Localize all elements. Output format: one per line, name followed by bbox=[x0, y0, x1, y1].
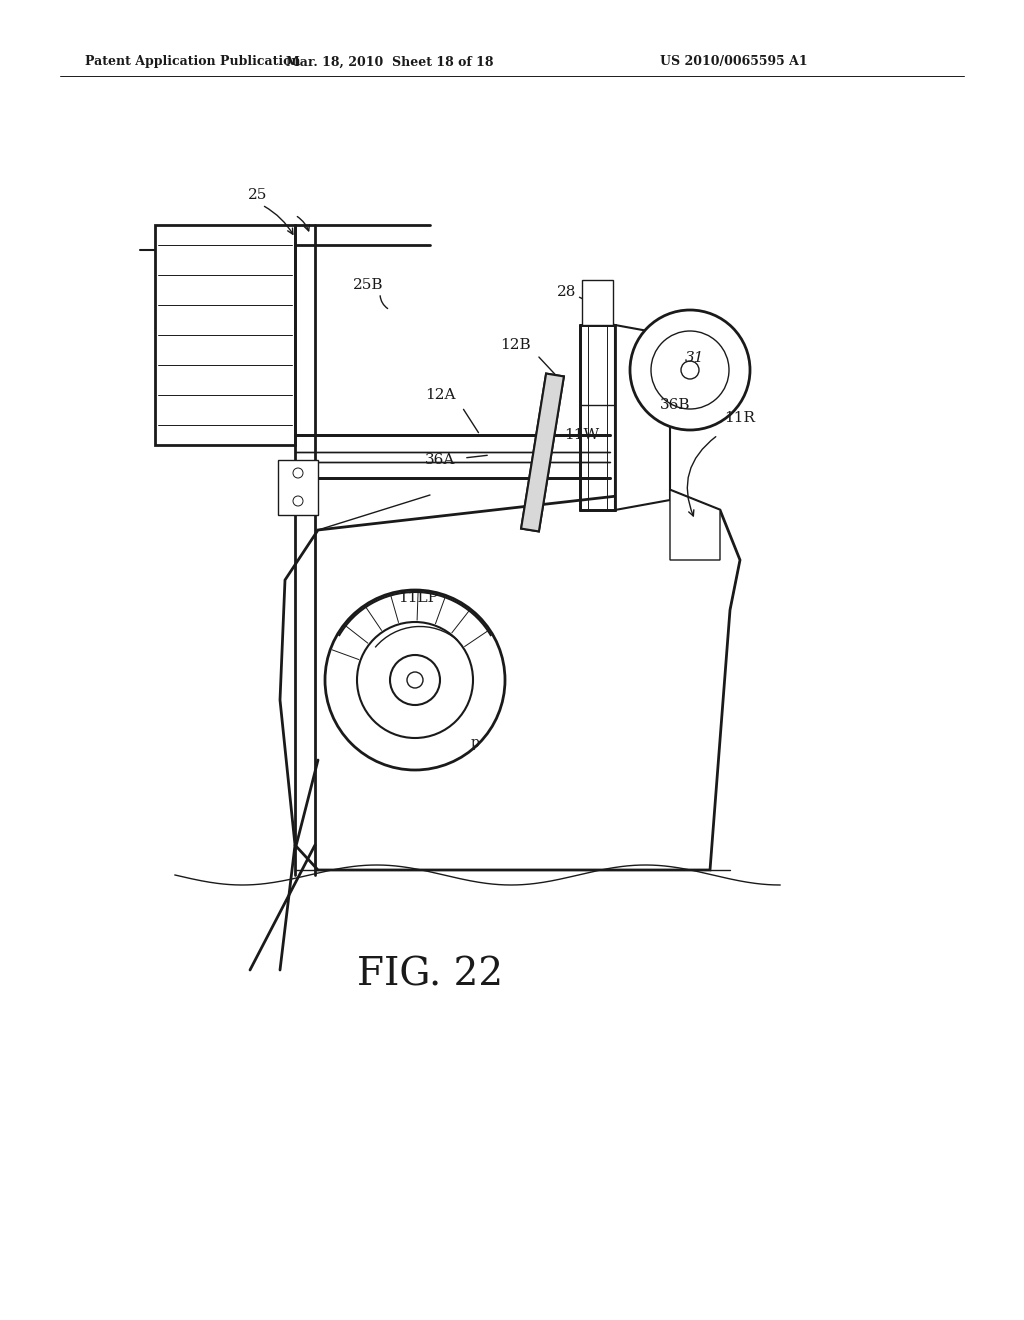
Bar bbox=[155, 224, 295, 445]
Polygon shape bbox=[670, 490, 720, 560]
Circle shape bbox=[357, 622, 473, 738]
Polygon shape bbox=[521, 374, 564, 532]
Text: 12B: 12B bbox=[500, 338, 530, 352]
Circle shape bbox=[293, 496, 303, 506]
Text: 36B: 36B bbox=[659, 399, 690, 412]
Text: 25: 25 bbox=[248, 187, 267, 202]
Bar bbox=[582, 280, 613, 325]
Text: 11LP: 11LP bbox=[398, 591, 438, 605]
Polygon shape bbox=[521, 374, 564, 532]
Bar bbox=[278, 459, 318, 515]
Circle shape bbox=[293, 469, 303, 478]
Text: 12A: 12A bbox=[425, 388, 456, 403]
Text: FIG. 22: FIG. 22 bbox=[357, 957, 503, 994]
Circle shape bbox=[651, 331, 729, 409]
Circle shape bbox=[325, 590, 505, 770]
Text: 25B: 25B bbox=[352, 279, 383, 292]
Text: Patent Application Publication: Patent Application Publication bbox=[85, 55, 300, 69]
Text: 11W: 11W bbox=[564, 428, 600, 442]
Text: p: p bbox=[471, 737, 479, 750]
Circle shape bbox=[390, 655, 440, 705]
Text: US 2010/0065595 A1: US 2010/0065595 A1 bbox=[660, 55, 808, 69]
Polygon shape bbox=[280, 490, 740, 870]
Text: 31: 31 bbox=[685, 351, 705, 366]
Text: Mar. 18, 2010  Sheet 18 of 18: Mar. 18, 2010 Sheet 18 of 18 bbox=[287, 55, 494, 69]
Text: 11R: 11R bbox=[725, 411, 756, 425]
Text: 36A: 36A bbox=[425, 453, 456, 467]
Circle shape bbox=[407, 672, 423, 688]
Circle shape bbox=[681, 360, 699, 379]
Circle shape bbox=[630, 310, 750, 430]
Polygon shape bbox=[615, 325, 670, 510]
Text: 28: 28 bbox=[557, 285, 577, 300]
